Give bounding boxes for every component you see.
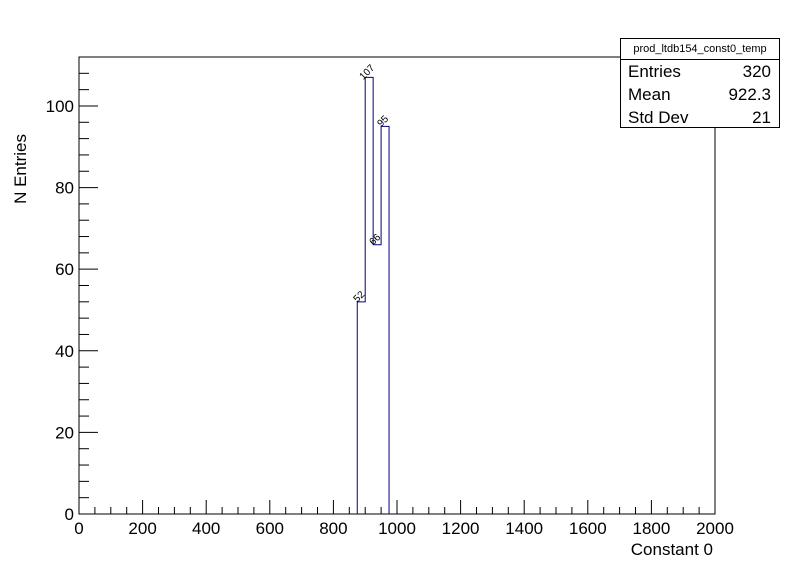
stats-row-stddev: Std Dev 21 [621,106,779,129]
x-tick-label: 1200 [442,519,480,538]
stats-value: 320 [742,62,771,81]
y-tick-label: 60 [55,260,74,279]
x-tick-label: 0 [74,519,83,538]
stats-label: Mean [628,85,671,104]
x-tick-label: 1000 [378,519,416,538]
y-tick-label: 80 [55,179,74,198]
stats-row-mean: Mean 922.3 [621,83,779,106]
stats-row-entries: Entries 320 [621,60,779,83]
y-axis-title: N Entries [11,134,30,204]
x-axis: 0 200 400 600 800 1000 1200 1400 1600 1800 2000 [74,500,734,538]
x-tick-label: 1800 [632,519,670,538]
stats-title: prod_ltdb154_const0_temp [621,39,779,60]
y-axis: 0 20 40 60 80 100 [46,56,98,524]
y-tick-label: 40 [55,342,74,361]
stats-label: Std Dev [628,108,689,127]
stats-box: prod_ltdb154_const0_temp Entries 320 Mea… [620,38,780,128]
x-tick-label: 200 [128,519,156,538]
y-tick-label: 100 [46,97,74,116]
y-tick-label: 20 [55,423,74,442]
x-tick-label: 1400 [505,519,543,538]
x-axis-title: Constant 0 [631,540,713,559]
x-tick-label: 800 [319,519,347,538]
stats-label: Entries [628,62,681,81]
stats-value: 922.3 [728,85,771,104]
x-tick-label: 400 [192,519,220,538]
x-tick-label: 1600 [569,519,607,538]
bar-value-label: 107 [358,63,378,83]
x-tick-label: 2000 [696,519,734,538]
y-tick-label: 0 [65,505,74,524]
histogram-outline [356,76,390,514]
stats-value: 21 [752,108,771,127]
x-tick-label: 600 [256,519,284,538]
